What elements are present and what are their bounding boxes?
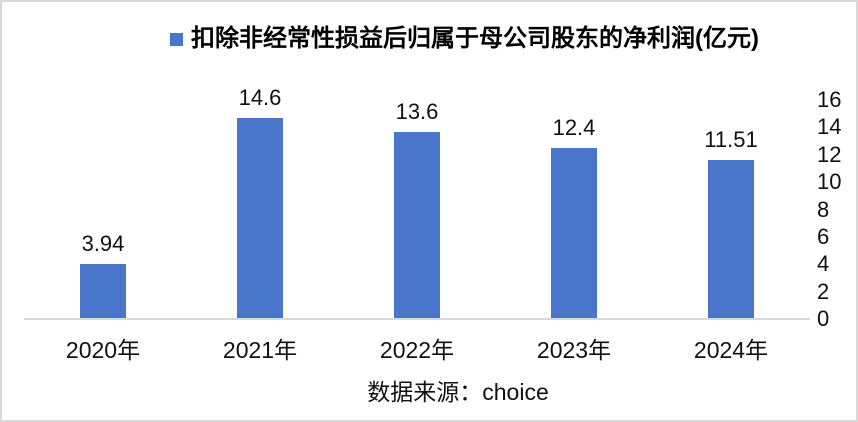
y-tick-label: 2: [817, 279, 830, 304]
y-tick-label: 6: [817, 224, 830, 249]
bar-value-label: 3.94: [81, 231, 125, 256]
legend: 扣除非经常性损益后归属于母公司股东的净利润(亿元): [170, 24, 759, 54]
bar-value-label: 14.6: [238, 85, 282, 110]
y-tick-label: 16: [817, 87, 842, 112]
bar-value-label: 11.51: [704, 127, 758, 152]
bar: [237, 118, 283, 318]
y-tick-label: 14: [817, 114, 842, 139]
source-caption: 数据来源：choice: [367, 379, 549, 405]
legend-swatch-icon: [170, 32, 183, 46]
bar: [80, 264, 126, 318]
bar-value-label: 12.4: [552, 115, 596, 140]
x-tick-label: 2021年: [222, 337, 298, 363]
y-tick-label: 4: [817, 251, 830, 276]
x-tick-label: 2022年: [379, 337, 455, 363]
x-tick-label: 2023年: [536, 337, 612, 363]
bar-value-label: 13.6: [395, 99, 439, 124]
y-tick-label: 12: [817, 142, 842, 167]
y-tick-label: 0: [817, 306, 830, 331]
bar: [394, 132, 440, 318]
bar: [708, 160, 754, 318]
legend-label: 扣除非经常性损益后归属于母公司股东的净利润(亿元): [191, 25, 759, 52]
x-tick-label: 2020年: [65, 337, 141, 363]
y-tick-label: 8: [817, 197, 830, 222]
y-tick-label: 10: [817, 169, 842, 194]
x-tick-label: 2024年: [693, 337, 769, 363]
bar: [551, 148, 597, 318]
plot-area: [24, 97, 810, 320]
